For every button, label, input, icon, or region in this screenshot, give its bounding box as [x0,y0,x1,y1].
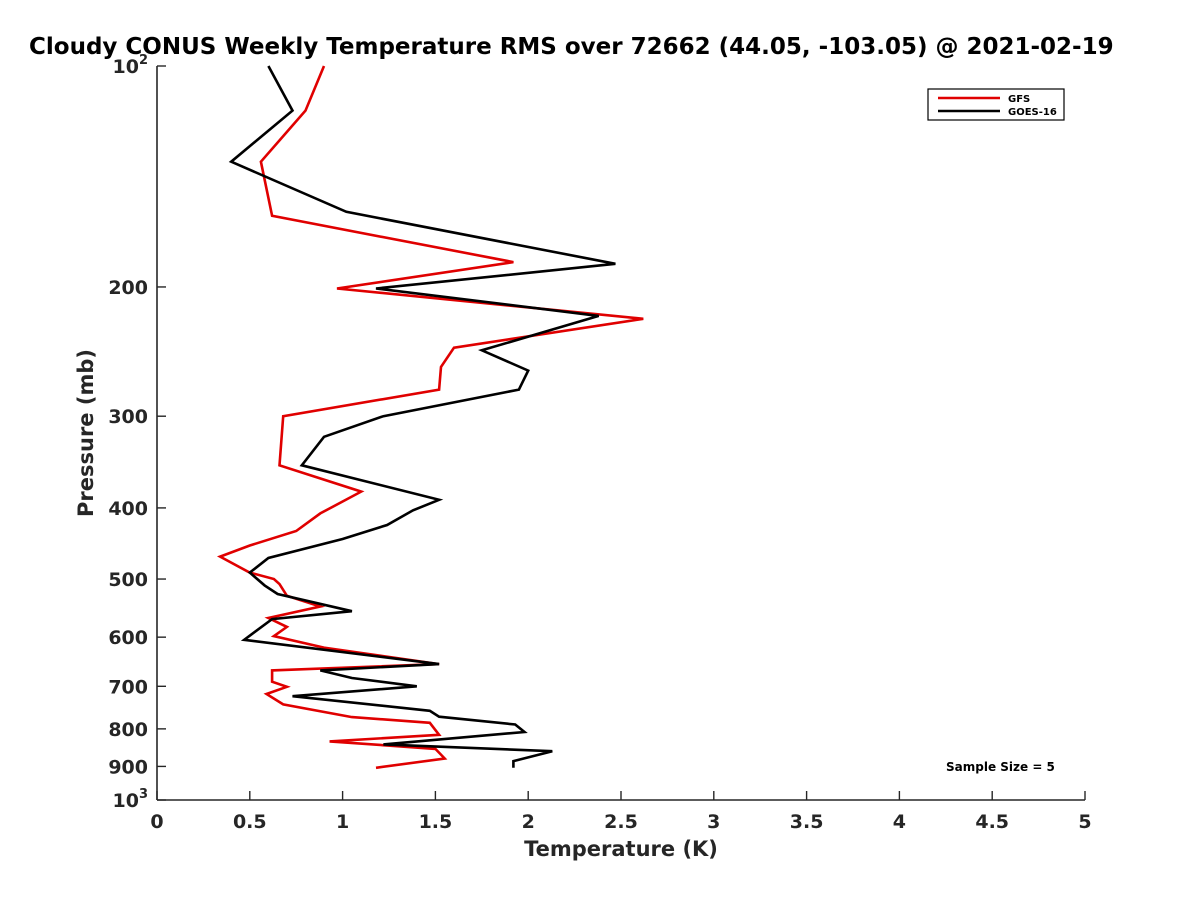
x-axis-title: Temperature (K) [524,837,718,861]
x-tick-label: 4.5 [975,811,1009,833]
y-tick-label: 600 [108,627,148,649]
x-tick-label: 0.5 [233,811,267,833]
y-axis-title: Pressure (mb) [74,349,98,517]
y-tick-label: 200 [108,277,148,299]
x-tick-label: 3.5 [790,811,824,833]
legend-label: GFS [1008,94,1030,105]
legend-label: GOES-16 [1008,107,1057,118]
legend-box [927,88,1065,121]
y-tick-label: 400 [108,498,148,520]
y-tick-label: 300 [108,406,148,428]
x-tick-label: 1.5 [419,811,453,833]
x-tick-label: 4 [893,811,906,833]
sample-size-annotation: Sample Size = 5 [946,760,1055,774]
axes: 0 0.5 1 1.5 2 2.5 3 3.5 4 4.5 5 102 200 300 400 500 600 7… [108,53,1091,833]
y-tick-label: 102 [113,53,149,78]
legend: GFS GOES-16 [927,88,1065,121]
series-line-goes-16 [228,65,616,768]
y-tick-label: 500 [108,569,148,591]
chart-title: Cloudy CONUS Weekly Temperature RMS over… [29,34,1114,60]
plot-area [216,65,644,770]
x-tick-label: 3 [707,811,720,833]
x-tick-label: 2 [522,811,535,833]
series-line-gfs [216,65,644,770]
x-tick-label: 2.5 [604,811,638,833]
x-tick-label: 1 [336,811,349,833]
x-tick-label: 5 [1078,811,1091,833]
y-tick-label: 900 [108,756,148,778]
y-tick-label: 103 [113,787,149,812]
y-tick-label: 700 [108,676,148,698]
y-tick-label: 800 [108,719,148,741]
x-tick-label: 0 [150,811,163,833]
